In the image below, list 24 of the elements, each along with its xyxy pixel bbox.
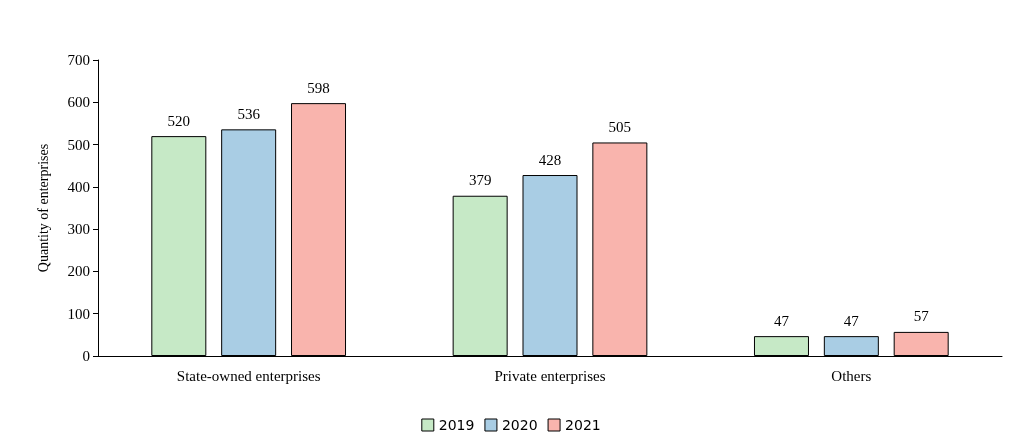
x-tick-label: Private enterprises — [494, 367, 606, 384]
y-tick-label: 700 — [67, 52, 90, 68]
y-tick-label: 600 — [67, 94, 90, 111]
data-label: 57 — [913, 308, 930, 325]
data-label: 505 — [608, 118, 632, 135]
y-tick-label: 200 — [67, 263, 90, 280]
y-tick-label: 0 — [82, 348, 90, 364]
data-label: 428 — [538, 151, 562, 168]
y-tick-label: 300 — [67, 221, 90, 238]
y-tick-label: 100 — [67, 305, 90, 322]
data-label: 47 — [773, 312, 790, 329]
data-label: 536 — [237, 105, 261, 122]
x-tick-label: Others — [831, 367, 872, 384]
data-label: 598 — [307, 79, 330, 96]
legend-label: 2019 — [438, 417, 475, 433]
x-tick-label: State-owned enterprises — [176, 367, 321, 384]
y-tick-label: 500 — [67, 136, 90, 153]
legend-label: 2020 — [501, 417, 538, 433]
legend-label: 2021 — [565, 417, 601, 433]
data-label: 520 — [167, 112, 191, 129]
y-axis-title: Quantity of enterprises — [35, 143, 51, 273]
data-label: 379 — [468, 172, 492, 189]
data-label: 47 — [843, 312, 860, 329]
y-tick-label: 400 — [67, 178, 90, 195]
